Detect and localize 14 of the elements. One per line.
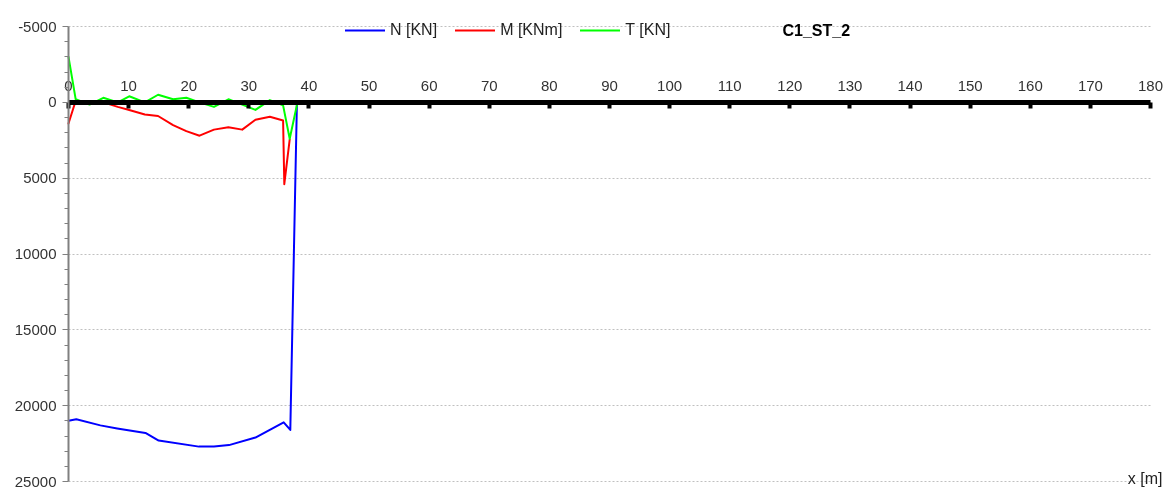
chart-title: C1_ST_2 bbox=[782, 22, 851, 39]
y-tick-label: 20000 bbox=[14, 396, 57, 414]
y-tick-label: 25000 bbox=[14, 472, 57, 490]
x-tick-label: 170 bbox=[1077, 77, 1103, 95]
y-tick-label: -5000 bbox=[18, 17, 57, 35]
x-tick-label: 180 bbox=[1137, 77, 1164, 95]
x-axis-title: x [m] bbox=[1127, 470, 1163, 487]
y-tick-label: 10000 bbox=[14, 245, 57, 262]
legend-label: N [KN] bbox=[390, 21, 438, 39]
y-tick-label: 5000 bbox=[23, 169, 57, 187]
legend-label: M [KNm] bbox=[500, 21, 563, 39]
y-tick-label: 0 bbox=[48, 93, 57, 111]
y-tick-label: 15000 bbox=[14, 320, 57, 338]
legend-label: T [KN] bbox=[625, 21, 671, 39]
